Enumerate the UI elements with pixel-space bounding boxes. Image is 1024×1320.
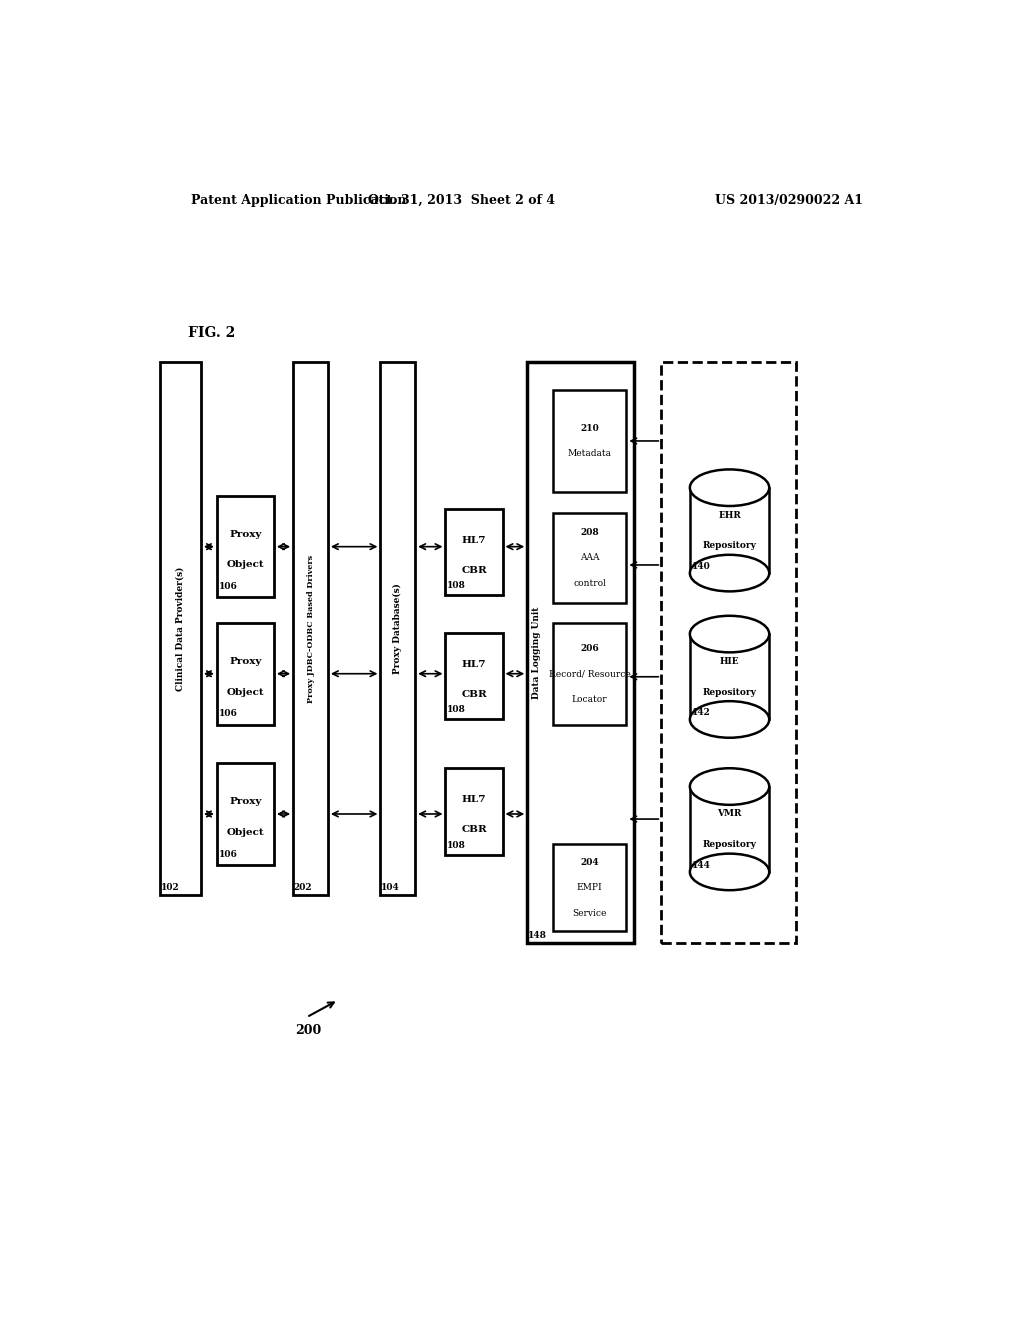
FancyBboxPatch shape [553, 391, 627, 492]
Text: 104: 104 [381, 883, 400, 892]
Ellipse shape [690, 470, 769, 506]
Text: 206: 206 [581, 644, 599, 653]
Text: 208: 208 [581, 528, 599, 537]
Text: Data Logging Unit: Data Logging Unit [531, 606, 541, 698]
FancyBboxPatch shape [445, 510, 503, 595]
Text: 106: 106 [218, 582, 238, 591]
Ellipse shape [690, 701, 769, 738]
Ellipse shape [690, 854, 769, 890]
Text: Clinical Data Provider(s): Clinical Data Provider(s) [176, 566, 185, 692]
Text: Service: Service [572, 908, 606, 917]
Text: HL7: HL7 [462, 660, 486, 668]
Text: FIG. 2: FIG. 2 [187, 326, 234, 341]
FancyBboxPatch shape [445, 634, 503, 719]
Text: CBR: CBR [461, 825, 486, 834]
Text: CBR: CBR [461, 690, 486, 700]
Text: 108: 108 [447, 581, 466, 590]
Text: Record/ Resource: Record/ Resource [549, 669, 631, 678]
Text: 140: 140 [692, 562, 711, 572]
FancyBboxPatch shape [690, 634, 769, 719]
Text: 108: 108 [447, 841, 466, 850]
FancyBboxPatch shape [553, 513, 627, 602]
FancyBboxPatch shape [217, 763, 274, 865]
Text: 202: 202 [294, 883, 312, 892]
Text: US 2013/0290022 A1: US 2013/0290022 A1 [715, 194, 863, 207]
Ellipse shape [690, 768, 769, 805]
Text: Repository: Repository [702, 688, 757, 697]
FancyBboxPatch shape [217, 623, 274, 725]
Text: Metadata: Metadata [567, 449, 611, 458]
Text: HL7: HL7 [462, 795, 486, 804]
FancyBboxPatch shape [553, 845, 627, 931]
Text: 148: 148 [528, 931, 547, 940]
FancyBboxPatch shape [217, 496, 274, 598]
Text: 102: 102 [161, 883, 179, 892]
Text: 200: 200 [295, 1024, 321, 1038]
Ellipse shape [690, 615, 769, 652]
Text: Repository: Repository [702, 840, 757, 849]
FancyBboxPatch shape [690, 787, 769, 873]
FancyBboxPatch shape [380, 362, 416, 895]
Text: Locator: Locator [571, 694, 607, 704]
Text: 144: 144 [692, 861, 711, 870]
Text: 142: 142 [692, 709, 711, 718]
FancyBboxPatch shape [293, 362, 328, 895]
Text: 106: 106 [218, 709, 238, 718]
Text: EHR: EHR [718, 511, 741, 520]
Text: Proxy: Proxy [229, 529, 262, 539]
Text: CBR: CBR [461, 566, 486, 576]
Text: 108: 108 [447, 705, 466, 714]
Ellipse shape [690, 554, 769, 591]
FancyBboxPatch shape [445, 768, 503, 854]
Text: Object: Object [226, 688, 264, 697]
FancyBboxPatch shape [527, 362, 634, 942]
Text: Proxy: Proxy [229, 657, 262, 667]
Text: HL7: HL7 [462, 536, 486, 545]
Text: Proxy Database(s): Proxy Database(s) [393, 583, 402, 675]
FancyBboxPatch shape [553, 623, 627, 725]
Text: Proxy: Proxy [229, 797, 262, 807]
Text: EMPI: EMPI [577, 883, 602, 892]
Text: Object: Object [226, 828, 264, 837]
Text: 210: 210 [581, 424, 599, 433]
Text: Proxy JDBC-ODBC Based Drivers: Proxy JDBC-ODBC Based Drivers [306, 554, 314, 704]
FancyBboxPatch shape [662, 362, 797, 942]
Text: Repository: Repository [702, 541, 757, 550]
Text: 204: 204 [581, 858, 599, 867]
Text: AAA: AAA [580, 553, 599, 562]
FancyBboxPatch shape [690, 487, 769, 573]
Text: Patent Application Publication: Patent Application Publication [191, 194, 407, 207]
Text: HIE: HIE [720, 657, 739, 667]
FancyBboxPatch shape [160, 362, 201, 895]
Text: Object: Object [226, 561, 264, 569]
Text: 106: 106 [218, 850, 238, 859]
Text: VMR: VMR [718, 809, 741, 818]
Text: control: control [573, 578, 606, 587]
Text: Oct. 31, 2013  Sheet 2 of 4: Oct. 31, 2013 Sheet 2 of 4 [368, 194, 555, 207]
